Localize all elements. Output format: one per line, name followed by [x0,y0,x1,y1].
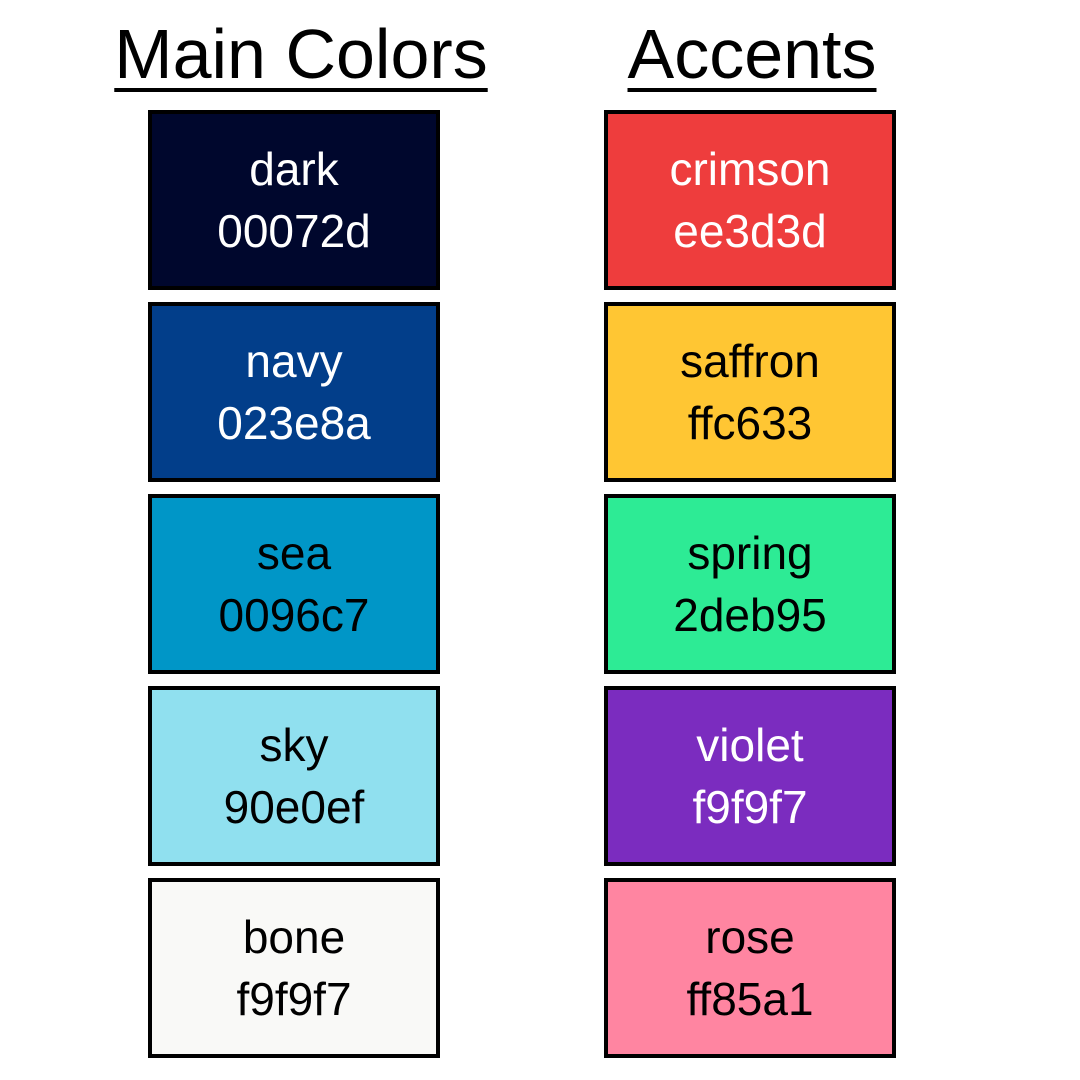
main-colors-column: dark 00072d navy 023e8a sea 0096c7 sky 9… [148,110,440,1070]
main-colors-heading: Main Colors [114,15,488,93]
swatch-name: saffron [680,335,820,387]
swatch-hex: 0096c7 [218,589,370,641]
swatch-name: sea [256,527,332,579]
swatch-hex: 00072d [217,205,371,257]
swatch-hex: 90e0ef [223,781,365,833]
swatch-hex: 2deb95 [673,589,827,641]
swatch-hex: ffc633 [687,397,813,449]
swatch-sky[interactable]: sky 90e0ef [148,686,440,866]
swatch-hex: f9f9f7 [236,973,352,1025]
swatch-name: navy [245,335,343,387]
swatch-hex: 023e8a [217,397,371,449]
swatch-name: violet [696,719,804,771]
swatch-spring[interactable]: spring 2deb95 [604,494,896,674]
swatch-violet[interactable]: violet f9f9f7 [604,686,896,866]
swatch-navy[interactable]: navy 023e8a [148,302,440,482]
swatch-name: bone [242,911,346,963]
swatch-hex: ee3d3d [673,205,827,257]
swatch-name: spring [687,527,813,579]
accents-column: crimson ee3d3d saffron ffc633 spring 2de… [604,110,896,1070]
swatch-name: rose [705,911,795,963]
swatch-hex: ff85a1 [686,973,814,1025]
swatch-saffron[interactable]: saffron ffc633 [604,302,896,482]
swatch-name: sky [259,719,329,771]
swatch-bone[interactable]: bone f9f9f7 [148,878,440,1058]
swatch-sea[interactable]: sea 0096c7 [148,494,440,674]
swatch-dark[interactable]: dark 00072d [148,110,440,290]
swatch-name: dark [249,143,339,195]
accents-heading: Accents [627,15,877,93]
swatch-hex: f9f9f7 [692,781,808,833]
swatch-crimson[interactable]: crimson ee3d3d [604,110,896,290]
swatch-rose[interactable]: rose ff85a1 [604,878,896,1058]
swatch-name: crimson [669,143,831,195]
